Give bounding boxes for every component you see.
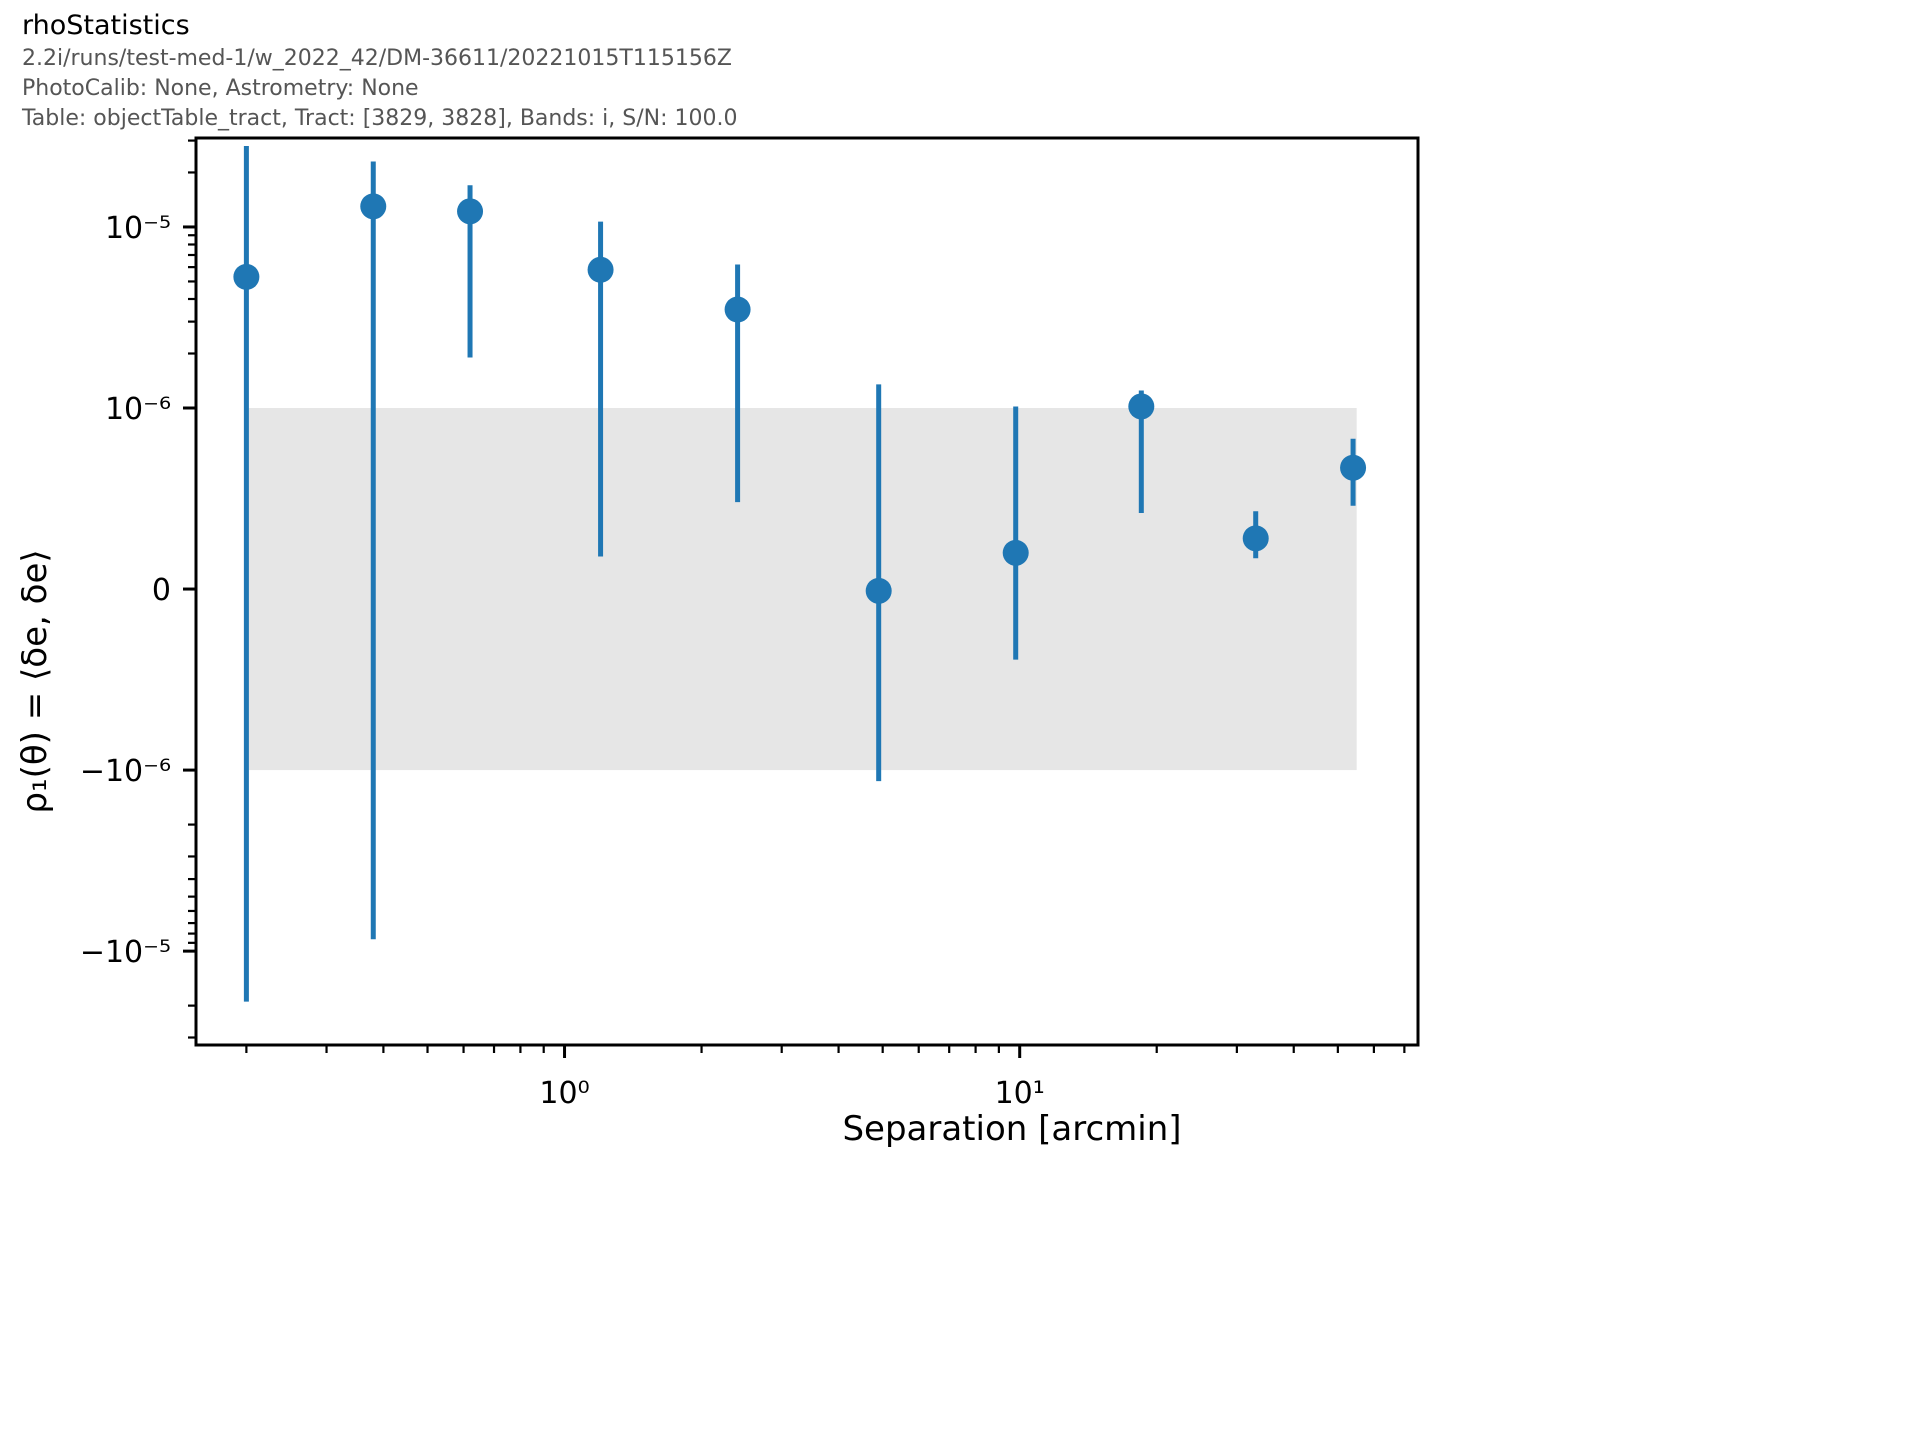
- page-title: rhoStatistics: [22, 10, 190, 41]
- data-point: [865, 577, 892, 604]
- data-series-rho1: [233, 146, 1367, 1002]
- figure-header: rhoStatistics 2.2i/runs/test-med-1/w_202…: [22, 8, 1522, 135]
- axis-labels: 10⁰ 10¹ 10⁻⁵ 10⁻⁶ 0 −10⁻⁶ −10⁻⁵ Separation [arc…: [15, 211, 1182, 1149]
- data-point: [1002, 539, 1029, 566]
- meta-line-calib: PhotoCalib: None, Astrometry: None: [22, 76, 419, 102]
- y-tick-label: 10⁻⁶: [105, 392, 171, 427]
- reference-band: [246, 407, 1357, 771]
- meta-line-table: Table: objectTable_tract, Tract: [3829, …: [22, 106, 738, 132]
- y-tick-label: 0: [152, 573, 171, 608]
- y-tick-label: 10⁻⁵: [105, 211, 171, 246]
- data-point: [1242, 525, 1269, 552]
- data-point: [587, 256, 614, 283]
- y-axis-label: ρ₁(θ) = ⟨δe, δe⟩: [15, 549, 55, 813]
- meta-line-run: 2.2i/runs/test-med-1/w_2022_42/DM-36611/…: [22, 46, 732, 72]
- y-tick-label: −10⁻⁵: [80, 935, 171, 970]
- axes-frame: [194, 136, 1420, 1047]
- x-axis-label: Separation [arcmin]: [842, 1109, 1181, 1149]
- data-point: [360, 193, 387, 220]
- data-point: [233, 263, 260, 290]
- data-point: [457, 198, 484, 225]
- data-point: [724, 296, 751, 323]
- series-group: [233, 146, 1367, 1002]
- data-point: [1128, 393, 1155, 420]
- x-tick-label: 10⁰: [539, 1076, 589, 1111]
- x-tick-label: 10¹: [995, 1076, 1045, 1111]
- reference-band-rect: [246, 407, 1357, 771]
- data-point: [1340, 454, 1367, 481]
- y-tick-label: −10⁻⁶: [80, 754, 171, 789]
